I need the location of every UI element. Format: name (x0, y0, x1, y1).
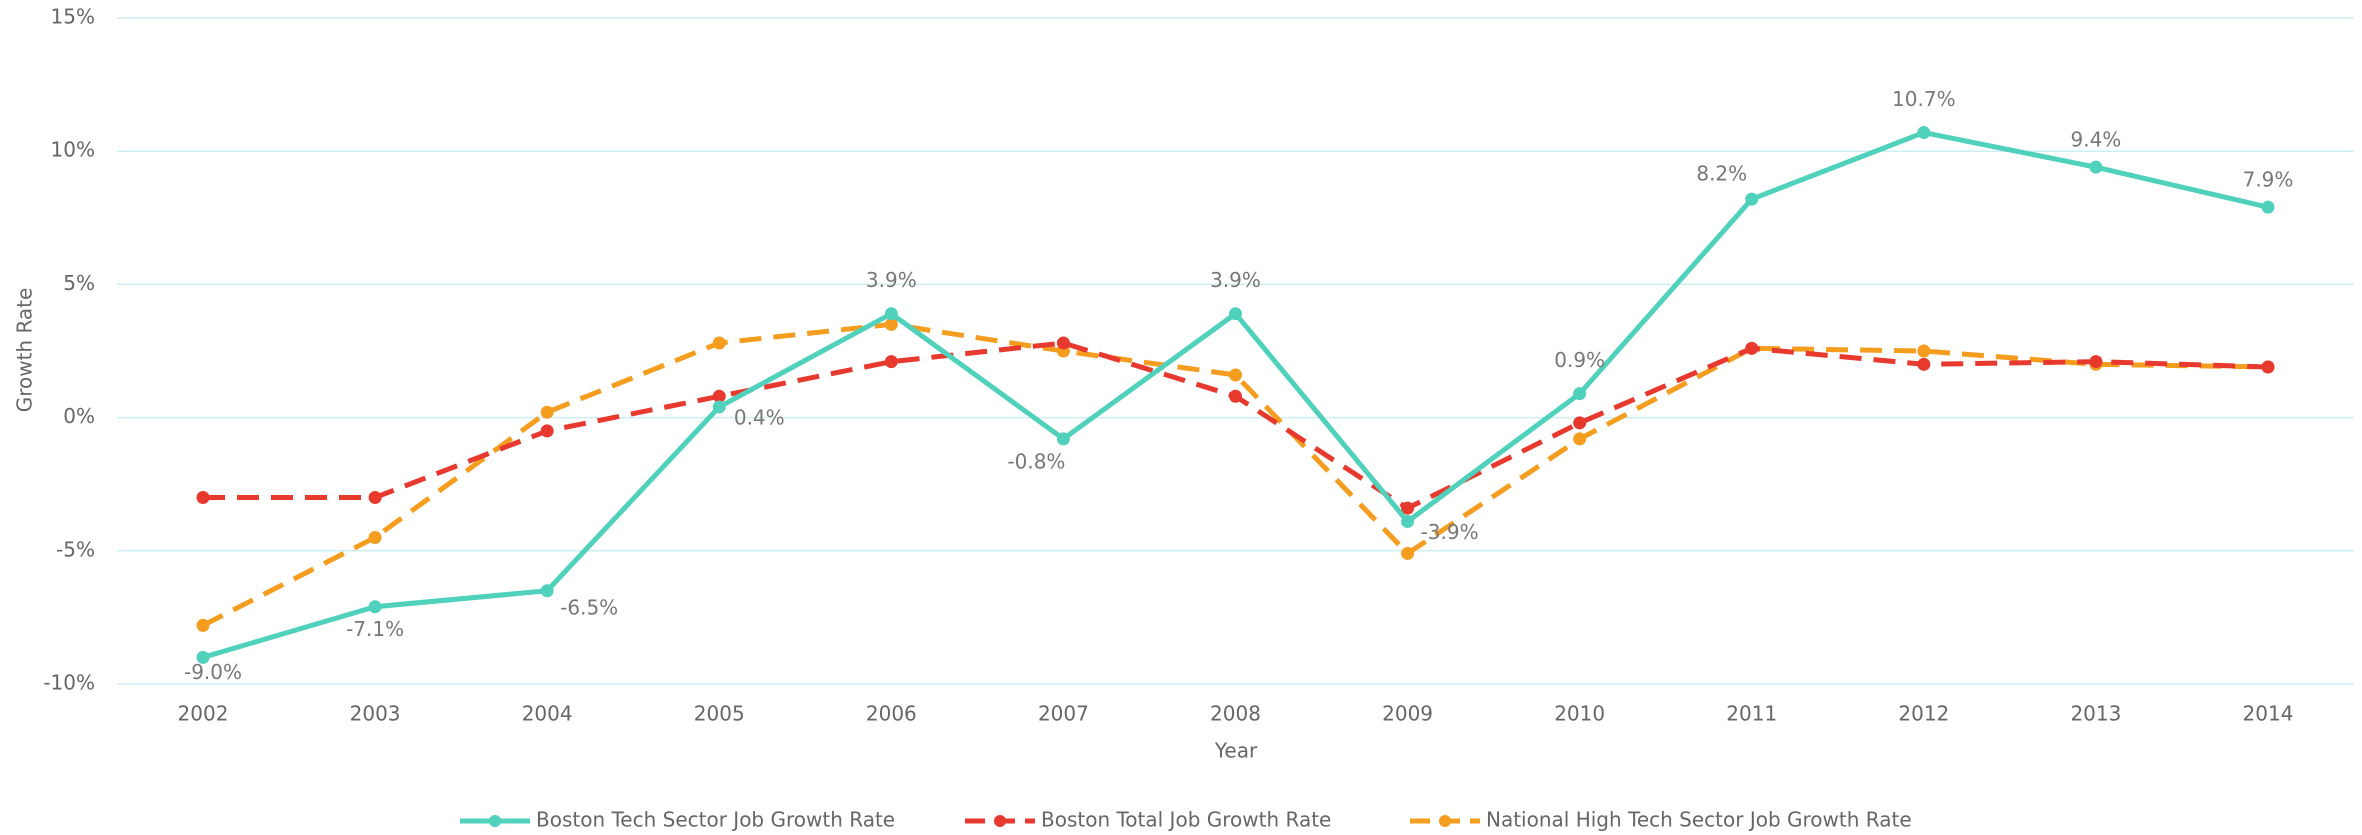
legend-label: Boston Tech Sector Job Growth Rate (536, 808, 895, 832)
x-tick-label: 2005 (694, 702, 745, 726)
data-point (712, 389, 726, 403)
legend-swatch-dot (489, 815, 501, 827)
data-label: 7.9% (2243, 168, 2294, 192)
data-point (196, 618, 210, 632)
data-point (884, 307, 898, 321)
x-tick-label: 2007 (1038, 702, 1089, 726)
data-label: -0.8% (1007, 449, 1065, 473)
data-point (2261, 200, 2275, 214)
x-tick-label: 2012 (1898, 702, 1949, 726)
data-point (540, 424, 554, 438)
data-point (2089, 355, 2103, 369)
x-tick-label: 2010 (1554, 702, 1605, 726)
x-tick-label: 2013 (2070, 702, 2121, 726)
data-point (1573, 416, 1587, 430)
legend-swatch-dot (994, 815, 1006, 827)
data-point (884, 355, 898, 369)
data-label: 3.9% (1210, 268, 1261, 292)
data-point (1917, 344, 1931, 358)
data-point (1401, 546, 1415, 560)
series-line (203, 340, 2269, 511)
y-tick-label: -10% (43, 671, 95, 695)
data-point (368, 491, 382, 505)
data-label: -6.5% (560, 595, 618, 619)
data-label: 3.9% (866, 268, 917, 292)
data-point (2261, 360, 2275, 374)
data-point (1056, 336, 1070, 350)
data-point (1401, 514, 1415, 528)
data-point (1229, 368, 1242, 382)
y-tick-label: 0% (63, 404, 95, 428)
data-label: 9.4% (2071, 128, 2122, 152)
x-tick-label: 2014 (2243, 702, 2294, 726)
x-tick-label: 2011 (1726, 702, 1777, 726)
data-point (1573, 387, 1587, 401)
data-label: -9.0% (184, 660, 242, 684)
data-point (196, 491, 210, 505)
x-tick-label: 2008 (1210, 702, 1261, 726)
data-point (1573, 432, 1587, 446)
x-tick-label: 2002 (178, 702, 229, 726)
legend-label: National High Tech Sector Job Growth Rat… (1486, 808, 1912, 832)
data-point (1056, 432, 1070, 446)
data-point (884, 317, 898, 331)
data-label: 0.9% (1554, 348, 1605, 372)
data-point (1745, 341, 1759, 355)
y-tick-label: -5% (56, 537, 95, 561)
x-tick-label: 2006 (866, 702, 917, 726)
data-point (1401, 501, 1415, 515)
data-point (1917, 126, 1931, 140)
y-tick-label: 15% (51, 5, 95, 29)
data-label: 8.2% (1696, 162, 1747, 186)
data-point (196, 650, 210, 664)
data-point (712, 400, 726, 414)
data-point (712, 336, 726, 350)
data-point (540, 584, 554, 598)
legend-swatch-dot (1439, 815, 1451, 827)
data-point (1745, 192, 1759, 206)
data-label: 0.4% (734, 405, 785, 429)
data-point (368, 600, 382, 614)
data-point (1917, 357, 1931, 371)
x-tick-label: 2009 (1382, 702, 1433, 726)
data-point (1229, 389, 1242, 403)
data-point (368, 530, 382, 544)
x-tick-label: 2003 (350, 702, 401, 726)
data-label: 10.7% (1892, 87, 1956, 111)
data-label: -3.9% (1421, 520, 1479, 544)
x-tick-label: 2004 (522, 702, 573, 726)
y-tick-label: 5% (63, 271, 95, 295)
data-point (540, 405, 554, 419)
y-axis-title: Growth Rate (13, 288, 37, 413)
legend-label: Boston Total Job Growth Rate (1041, 808, 1331, 832)
data-label: -7.1% (346, 617, 404, 641)
data-point (1229, 307, 1242, 321)
y-tick-label: 10% (51, 138, 95, 162)
data-point (2089, 160, 2103, 174)
x-axis-title: Year (1214, 739, 1258, 763)
